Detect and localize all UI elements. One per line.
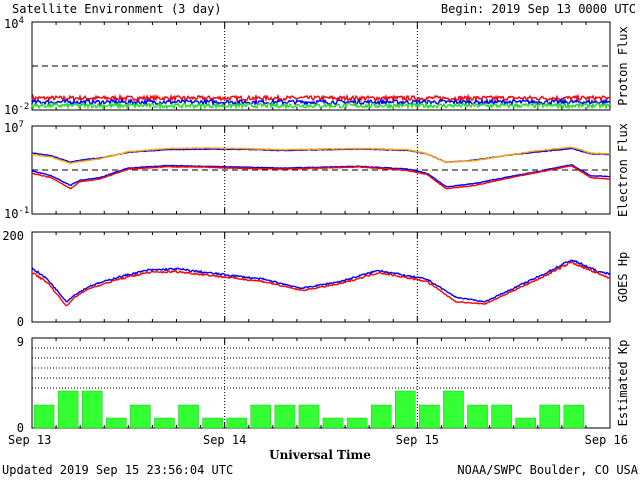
chart-title: Satellite Environment (3 day) <box>12 2 222 16</box>
kp-bar <box>202 417 223 429</box>
y-tick-label: 200 <box>2 229 24 243</box>
kp-bar <box>33 404 55 429</box>
y-tick-label: 0 <box>17 315 24 329</box>
kp-bar <box>274 404 296 429</box>
y-tick-label: 0 <box>17 421 24 435</box>
kp-bar <box>57 390 79 429</box>
kp-bar <box>395 390 416 429</box>
series-line-blue <box>31 147 611 164</box>
panel-estimated-kp: 9 0 Estimated Kp <box>17 335 630 435</box>
y-axis-label: Estimated Kp <box>616 340 630 427</box>
x-tick-label: Sep 13 <box>8 433 51 447</box>
kp-bar <box>515 417 537 429</box>
kp-bar <box>81 390 103 429</box>
kp-bar <box>250 404 272 429</box>
panel-goes-hp: 200 0 GOES Hp <box>2 229 630 329</box>
panels: 104 10-2 Proton Flux 107 10-1 Electron Flux 20… <box>2 16 630 435</box>
kp-bar <box>419 404 440 429</box>
y-tick-label: 10-1 <box>4 206 29 221</box>
y-axis-label: Electron Flux <box>616 123 630 217</box>
kp-bar <box>346 417 368 429</box>
kp-bar <box>298 404 320 429</box>
kp-bar <box>443 390 464 429</box>
series-line-green <box>31 100 611 111</box>
panel-electron-flux: 107 10-1 Electron Flux <box>4 120 630 221</box>
y-tick-label: 107 <box>4 120 24 135</box>
kp-bar <box>322 417 344 429</box>
kp-bar <box>154 417 175 429</box>
updated-timestamp: Updated 2019 Sep 15 23:56:04 UTC <box>2 463 233 477</box>
x-axis-title: Universal Time <box>269 448 371 462</box>
y-axis-label: Proton Flux <box>616 26 630 105</box>
kp-bar <box>130 404 151 429</box>
series-line-red <box>31 93 611 103</box>
series-line-orange <box>31 146 611 165</box>
kp-bar <box>106 417 127 429</box>
kp-bar <box>370 404 392 429</box>
kp-bar <box>467 404 488 429</box>
series-line-red <box>31 165 611 190</box>
kp-bar <box>491 404 512 429</box>
y-axis-label: GOES Hp <box>616 252 630 303</box>
panel-proton-flux: 104 10-2 Proton Flux <box>4 16 630 117</box>
series-line-red <box>31 260 611 307</box>
kp-bar <box>539 404 561 429</box>
series-line-blue <box>31 97 611 107</box>
begin-date: Begin: 2019 Sep 13 0000 UTC <box>441 2 636 16</box>
x-tick-labels: Sep 13 Sep 14 Sep 15 Sep 16 <box>8 433 628 447</box>
x-tick-label: Sep 16 <box>585 433 628 447</box>
y-tick-label: 104 <box>4 16 24 31</box>
panel-frame <box>31 337 611 429</box>
kp-bar <box>178 404 199 429</box>
x-tick-label: Sep 14 <box>203 433 246 447</box>
series-line-blue <box>31 259 611 303</box>
y-tick-label: 9 <box>17 335 24 349</box>
x-tick-label: Sep 15 <box>396 433 439 447</box>
kp-bar <box>226 417 248 429</box>
kp-bar <box>563 404 585 429</box>
credit: NOAA/SWPC Boulder, CO USA <box>457 463 638 477</box>
y-tick-label: 10-2 <box>4 102 29 117</box>
